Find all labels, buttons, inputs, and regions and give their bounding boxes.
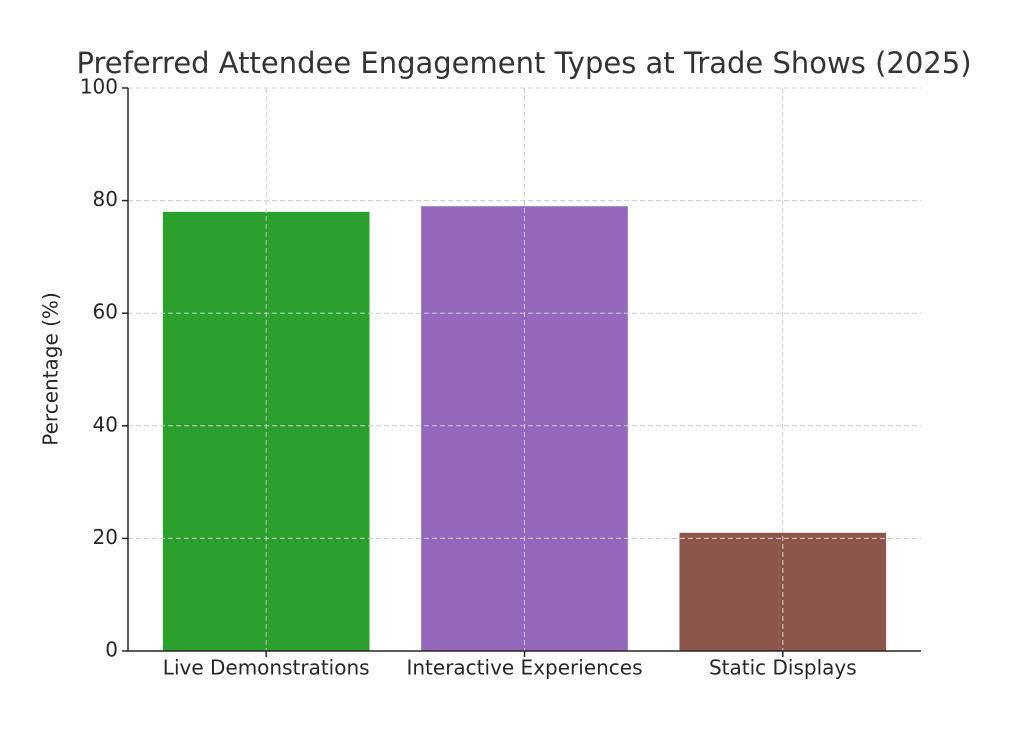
x-tick-label: Live Demonstrations [163,656,370,680]
y-axis-label: Percentage (%) [39,292,63,445]
y-tick-label: 40 [93,412,118,436]
y-tick-label: 80 [93,187,118,211]
y-tick-label: 100 [80,75,118,99]
chart-title: Preferred Attendee Engagement Types at T… [76,46,971,80]
x-tick-label: Static Displays [709,656,857,680]
y-tick-label: 0 [105,638,118,662]
y-tick-label: 60 [93,300,118,324]
y-tick-label: 20 [93,525,118,549]
x-tick-label: Interactive Experiences [406,656,642,680]
